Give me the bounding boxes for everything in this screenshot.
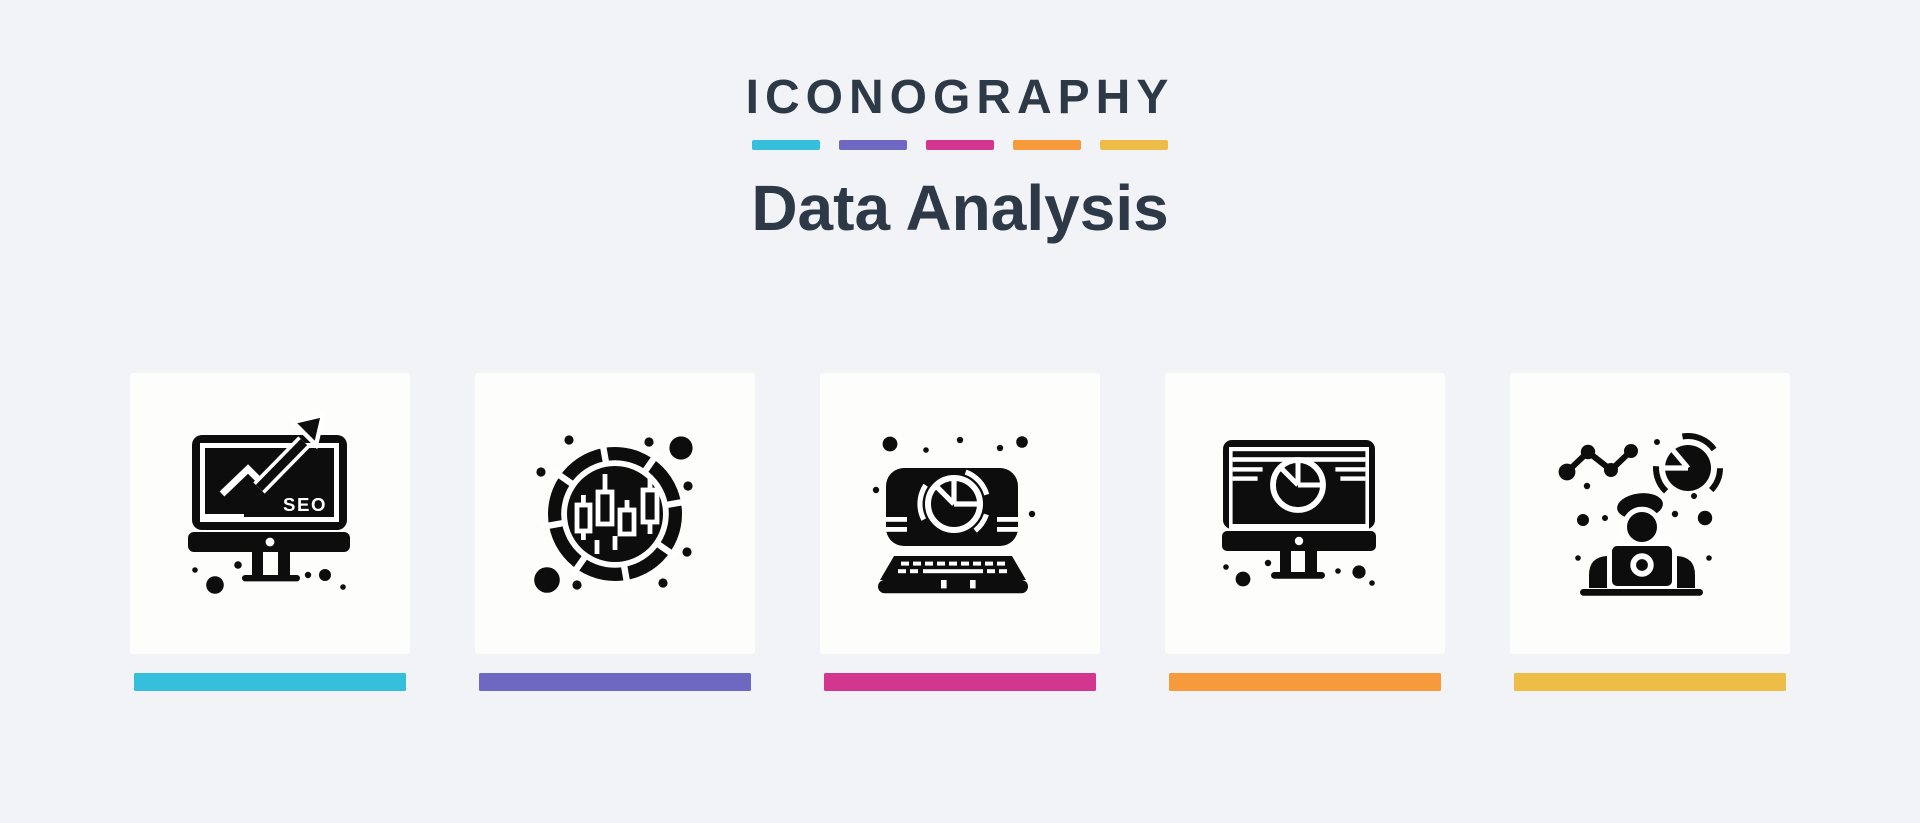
- icon-card-laptop-pie: [820, 373, 1100, 691]
- icon-card-seo-monitor: SEO: [130, 373, 410, 691]
- accent-bar-yellow: [1514, 673, 1786, 691]
- scatter-dots: [534, 434, 693, 593]
- icon-cards-row: SEO: [0, 373, 1920, 691]
- accent-bar-purple: [479, 673, 751, 691]
- candlestick-market-dial-icon: [534, 434, 693, 593]
- palette-swatch-purple: [839, 140, 907, 150]
- keyboard-keys: [898, 561, 1007, 573]
- card-surface: [475, 373, 755, 654]
- palette-swatch-pink: [926, 140, 994, 150]
- card-surface: [1165, 373, 1445, 654]
- accent-bar-orange: [1169, 673, 1441, 691]
- card-surface: SEO: [130, 373, 410, 654]
- icon-card-monitor-pie: [1165, 373, 1445, 691]
- dot-line-chart: [1558, 443, 1638, 480]
- brand-title: ICONOGRAPHY: [745, 71, 1175, 124]
- seo-label: SEO: [283, 494, 327, 515]
- seo-monitor-icon: SEO: [188, 411, 350, 594]
- card-surface: [1510, 373, 1790, 654]
- data-analyst-icon: [1558, 432, 1723, 596]
- card-surface: [820, 373, 1100, 654]
- palette-strip: [0, 140, 1920, 150]
- palette-swatch-orange: [1013, 140, 1081, 150]
- scatter-dots: [192, 560, 346, 594]
- icon-card-candlestick-dial: [475, 373, 755, 691]
- accent-bar-pink: [824, 673, 1096, 691]
- page-title: Data Analysis: [751, 172, 1169, 244]
- laptop-pie-report-icon: [872, 435, 1036, 593]
- monitor-pie-dashboard-icon: [1222, 439, 1376, 586]
- scatter-dots: [872, 435, 1036, 517]
- accent-bar-cyan: [134, 673, 406, 691]
- palette-swatch-yellow: [1100, 140, 1168, 150]
- icon-card-data-analyst: [1510, 373, 1790, 691]
- scatter-dots: [1575, 438, 1713, 561]
- scatter-dots: [1223, 559, 1375, 586]
- palette-swatch-cyan: [752, 140, 820, 150]
- candlesticks: [574, 473, 660, 554]
